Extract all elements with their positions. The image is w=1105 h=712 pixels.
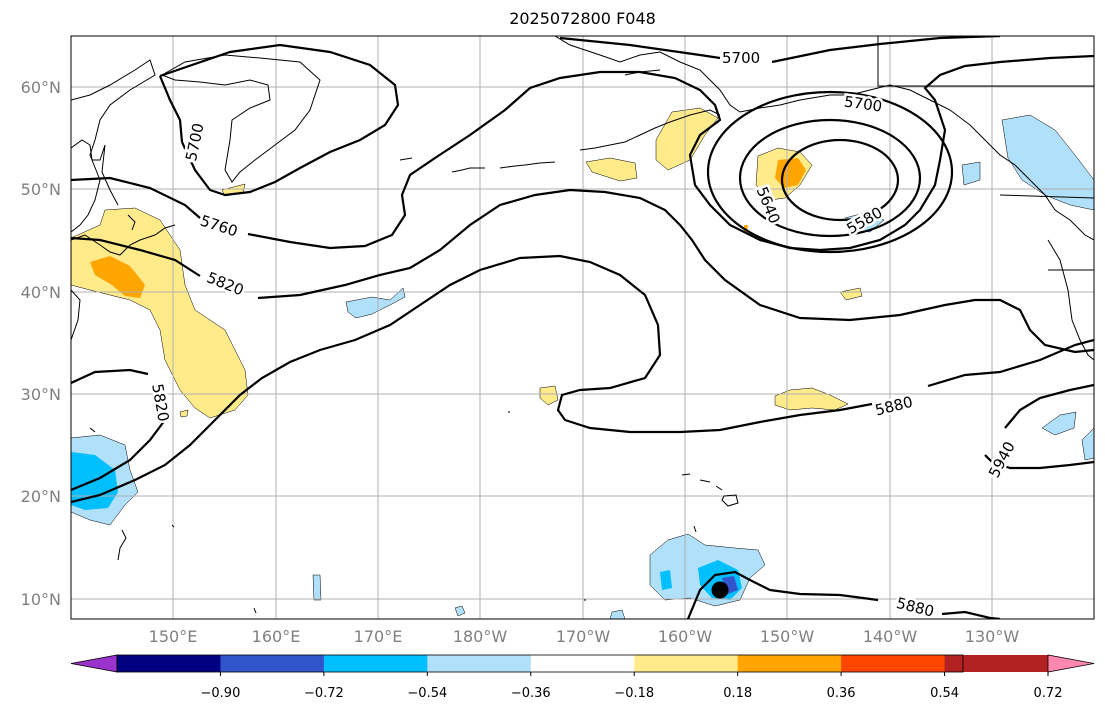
colorbar-swatch <box>737 655 842 672</box>
colorbar-swatch <box>530 655 635 672</box>
contour-label: 5880 <box>894 594 935 621</box>
alaska-coast <box>554 36 1094 241</box>
colorbar-label: −0.36 <box>511 686 551 701</box>
lon-label: 150°E <box>149 627 198 646</box>
colorbar-swatch <box>323 655 428 672</box>
contour-5700-west <box>159 43 400 197</box>
positive-anomaly-core <box>90 256 145 298</box>
colorbar-swatches <box>70 654 1095 673</box>
colorbar-swatch <box>634 655 739 672</box>
contour-5700-top <box>559 36 721 60</box>
colorbar-label: −0.90 <box>201 686 241 701</box>
latitude-labels: 60°N 50°N 40°N 30°N 20°N 10°N <box>21 78 61 609</box>
colorbar-outline <box>116 654 964 673</box>
lon-label: 140°W <box>863 627 918 646</box>
contour-label: 5820 <box>148 382 172 423</box>
lon-label: 170°W <box>556 627 611 646</box>
lat-label: 20°N <box>21 487 61 506</box>
contour-5640-ring <box>738 118 922 238</box>
colorbar-ticks: −0.90 −0.72 −0.54 −0.36 −0.18 0.18 0.36 0.54 0.7… <box>201 672 1063 701</box>
colorbar-swatch <box>117 655 221 672</box>
colorbar-extend-high <box>1047 654 1095 673</box>
contour-label: 5880 <box>873 393 914 420</box>
contour-5880 <box>71 254 873 504</box>
lon-label: 170°E <box>354 627 403 646</box>
asia-coast <box>71 59 156 233</box>
contour-label: 5820 <box>204 268 246 299</box>
contour-5940 <box>1004 383 1094 429</box>
lat-label: 30°N <box>21 385 61 404</box>
contour-5760 <box>71 176 201 219</box>
colorbar-label: 0.36 <box>827 686 856 701</box>
kamchatka-coast <box>160 54 321 183</box>
colorbar-label: 0.18 <box>723 686 752 701</box>
tropical-cyclone-center-marker <box>711 581 729 599</box>
contour-label: 5760 <box>198 212 240 241</box>
colorbar-label: 0.72 <box>1034 686 1063 701</box>
lon-label: 160°E <box>252 627 301 646</box>
colorbar: −0.90 −0.72 −0.54 −0.36 −0.18 0.18 0.36 0.54 0.7… <box>70 654 1095 701</box>
contour-5700-ring <box>706 90 954 254</box>
colorbar-swatch <box>841 655 946 672</box>
lat-label: 40°N <box>21 283 61 302</box>
lon-label: 180°W <box>453 627 508 646</box>
height-contours <box>71 36 1094 619</box>
map-title: 2025072800 F048 <box>509 9 656 28</box>
colorbar-swatch <box>944 655 1049 672</box>
contour-label: 5700 <box>843 92 883 115</box>
coastlines <box>71 36 1094 614</box>
colorbar-swatch <box>427 655 532 672</box>
lat-label: 10°N <box>21 590 61 609</box>
lat-label: 60°N <box>21 78 61 97</box>
contour-label: 5700 <box>182 122 208 163</box>
graticule <box>71 36 1094 619</box>
contour-label: 5700 <box>722 49 760 67</box>
lat-label: 50°N <box>21 180 61 199</box>
colorbar-label: −0.72 <box>304 686 344 701</box>
map-frame <box>70 35 1095 620</box>
colorbar-extend-low <box>70 654 118 673</box>
contour-5820 <box>71 236 201 277</box>
colorbar-label: −0.18 <box>614 686 654 701</box>
contour-5580-ring <box>780 138 900 222</box>
colorbar-label: 0.54 <box>930 686 959 701</box>
longitude-labels: 150°E 160°E 170°E 180°W 170°W 160°W 150°… <box>149 627 1020 646</box>
colorbar-label: −0.54 <box>407 686 447 701</box>
colorbar-swatch <box>220 655 325 672</box>
lon-label: 150°W <box>760 627 815 646</box>
lon-label: 160°W <box>658 627 713 646</box>
lon-label: 130°W <box>965 627 1020 646</box>
